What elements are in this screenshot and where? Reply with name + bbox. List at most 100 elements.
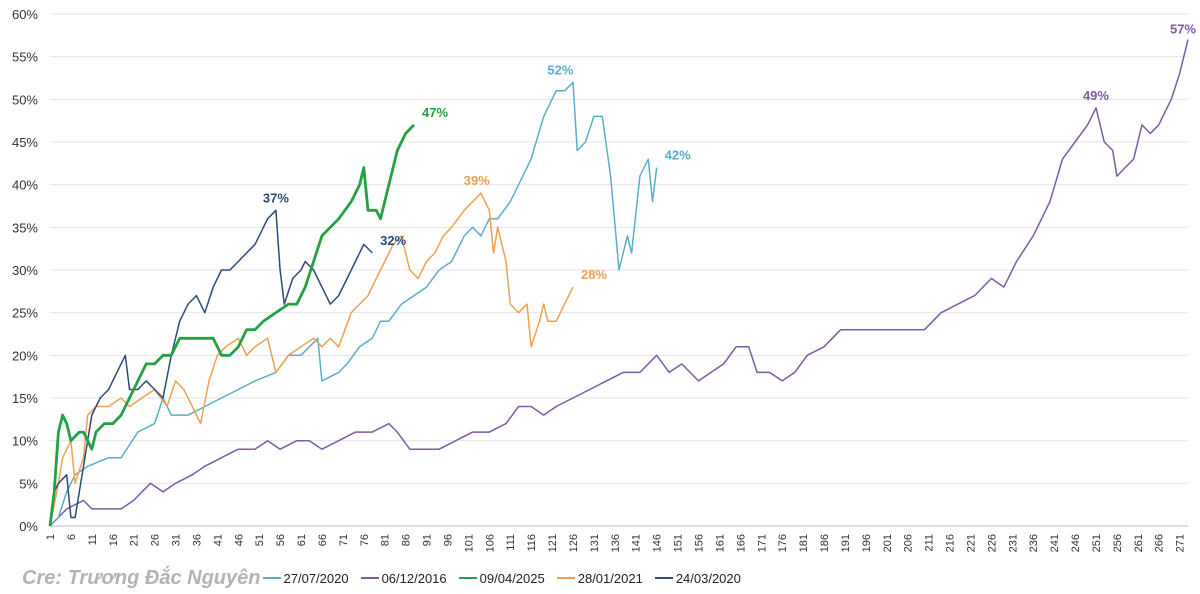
x-tick-label: 201 bbox=[882, 534, 894, 552]
x-tick-label: 71 bbox=[338, 534, 350, 546]
x-tick-label: 56 bbox=[275, 534, 287, 546]
x-tick-label: 156 bbox=[693, 534, 705, 552]
x-tick-label: 46 bbox=[233, 534, 245, 546]
x-tick-label: 11 bbox=[87, 534, 99, 545]
legend-entry: 09/04/2025 bbox=[458, 570, 545, 586]
x-tick-label: 251 bbox=[1091, 534, 1103, 552]
y-tick-label: 10% bbox=[12, 434, 38, 449]
x-tick-label: 181 bbox=[798, 534, 810, 552]
x-tick-label: 111 bbox=[505, 534, 517, 551]
legend-swatch bbox=[262, 577, 281, 579]
y-tick-label: 0% bbox=[19, 519, 38, 534]
y-tick-label: 60% bbox=[12, 7, 38, 22]
y-tick-label: 35% bbox=[12, 220, 38, 235]
peak-label: 49% bbox=[1083, 88, 1109, 103]
series-lines bbox=[48, 39, 1189, 527]
x-tick-label: 91 bbox=[422, 534, 434, 546]
x-tick-label: 141 bbox=[631, 534, 643, 552]
x-axis: 1 6 11 16 21 26 31 36 41 46 51 56 61 66 71 76 81 86 91 96 10… bbox=[45, 534, 1187, 552]
x-tick-label: 186 bbox=[819, 534, 831, 552]
series-line bbox=[49, 209, 373, 527]
legend-label: 24/03/2020 bbox=[675, 570, 741, 586]
x-tick-label: 166 bbox=[735, 534, 747, 552]
x-tick-label: 66 bbox=[317, 534, 329, 546]
x-tick-label: 151 bbox=[673, 534, 685, 552]
legend-label: 06/12/2016 bbox=[381, 570, 447, 586]
x-tick-label: 96 bbox=[442, 534, 454, 546]
legend-entry: 27/07/2020 bbox=[262, 570, 349, 586]
series-line bbox=[48, 123, 416, 527]
legend: Cre: Trương Đắc Nguyên 27/07/2020 06/12/2… bbox=[22, 566, 753, 590]
x-tick-label: 221 bbox=[965, 534, 977, 552]
x-tick-label: 31 bbox=[171, 534, 183, 546]
x-tick-label: 76 bbox=[359, 534, 371, 546]
x-tick-label: 216 bbox=[945, 534, 957, 552]
legend-entry: 06/12/2016 bbox=[360, 570, 447, 586]
x-tick-label: 16 bbox=[108, 534, 120, 546]
x-tick-label: 51 bbox=[254, 534, 266, 546]
legend-entry: 28/01/2021 bbox=[556, 570, 643, 586]
x-tick-label: 206 bbox=[903, 534, 915, 552]
x-tick-label: 121 bbox=[547, 534, 559, 552]
x-tick-label: 271 bbox=[1175, 534, 1187, 552]
peak-label: 37% bbox=[263, 190, 289, 205]
x-tick-label: 86 bbox=[401, 534, 413, 546]
x-tick-label: 261 bbox=[1133, 534, 1145, 552]
x-tick-label: 131 bbox=[589, 534, 601, 552]
end-label: 32% bbox=[380, 233, 406, 248]
x-tick-label: 196 bbox=[861, 534, 873, 552]
y-tick-label: 30% bbox=[12, 263, 38, 278]
x-tick-label: 226 bbox=[986, 534, 998, 552]
peak-label: 39% bbox=[464, 173, 490, 188]
peak-label: 52% bbox=[547, 62, 573, 77]
x-tick-label: 101 bbox=[463, 534, 475, 552]
x-tick-label: 266 bbox=[1154, 534, 1166, 552]
x-tick-label: 126 bbox=[568, 534, 580, 552]
series-line bbox=[49, 39, 1189, 527]
x-tick-label: 176 bbox=[777, 534, 789, 552]
legend-swatch bbox=[654, 577, 673, 579]
y-tick-label: 5% bbox=[19, 476, 38, 491]
y-tick-label: 55% bbox=[12, 50, 38, 65]
y-axis: 0% 5% 10% 15% 20% 25% 30% 35% 40% 45% 50% 55% 60% bbox=[12, 7, 38, 534]
y-tick-label: 20% bbox=[12, 348, 38, 363]
x-tick-label: 246 bbox=[1070, 534, 1082, 552]
legend-label: 27/07/2020 bbox=[283, 570, 349, 586]
x-tick-label: 191 bbox=[840, 534, 852, 552]
x-tick-label: 161 bbox=[714, 534, 726, 552]
legend-swatch bbox=[458, 577, 477, 579]
credit-text: Cre: Trương Đắc Nguyên bbox=[22, 566, 261, 589]
x-tick-label: 256 bbox=[1112, 534, 1124, 552]
legend-label: 09/04/2025 bbox=[479, 570, 545, 586]
end-label: 47% bbox=[422, 105, 448, 120]
legend-label: 28/01/2021 bbox=[577, 570, 643, 586]
series-line bbox=[49, 81, 658, 527]
x-tick-label: 136 bbox=[610, 534, 622, 552]
x-tick-label: 21 bbox=[129, 534, 141, 546]
x-tick-label: 1 bbox=[45, 534, 57, 540]
y-tick-label: 45% bbox=[12, 135, 38, 150]
y-tick-label: 40% bbox=[12, 178, 38, 193]
x-tick-label: 236 bbox=[1028, 534, 1040, 552]
series-line bbox=[49, 192, 574, 527]
legend-swatch bbox=[360, 577, 379, 579]
end-label: 57% bbox=[1170, 22, 1196, 37]
x-tick-label: 6 bbox=[66, 534, 78, 540]
x-tick-label: 116 bbox=[526, 534, 538, 552]
x-tick-label: 146 bbox=[652, 534, 664, 552]
x-tick-label: 106 bbox=[484, 534, 496, 552]
x-tick-label: 171 bbox=[756, 534, 768, 552]
y-tick-label: 50% bbox=[12, 92, 38, 107]
x-tick-label: 231 bbox=[1007, 534, 1019, 552]
legend-items: 27/07/2020 06/12/2016 09/04/2025 28/01/2021… bbox=[262, 570, 753, 586]
y-tick-label: 25% bbox=[12, 306, 38, 321]
end-label: 42% bbox=[665, 148, 691, 163]
x-tick-label: 241 bbox=[1049, 534, 1061, 552]
y-tick-label: 15% bbox=[12, 391, 38, 406]
legend-entry: 24/03/2020 bbox=[654, 570, 741, 586]
legend-swatch bbox=[556, 577, 575, 579]
x-tick-label: 36 bbox=[191, 534, 203, 546]
x-tick-label: 81 bbox=[380, 534, 392, 546]
end-label: 28% bbox=[581, 267, 607, 282]
